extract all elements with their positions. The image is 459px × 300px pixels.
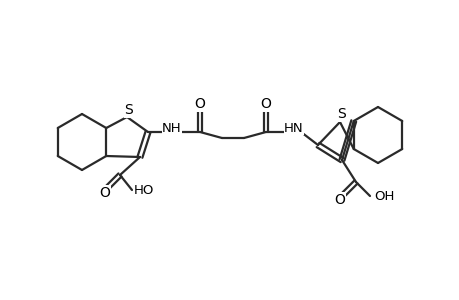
Text: O: O	[194, 97, 205, 111]
Text: O: O	[99, 186, 110, 200]
Text: O: O	[260, 97, 271, 111]
Text: O: O	[334, 193, 345, 207]
Text: HN: HN	[284, 122, 303, 134]
Text: S: S	[337, 107, 346, 121]
Text: HO: HO	[134, 184, 154, 197]
Text: OH: OH	[373, 190, 393, 203]
Text: S: S	[124, 103, 133, 117]
Text: NH: NH	[162, 122, 181, 134]
